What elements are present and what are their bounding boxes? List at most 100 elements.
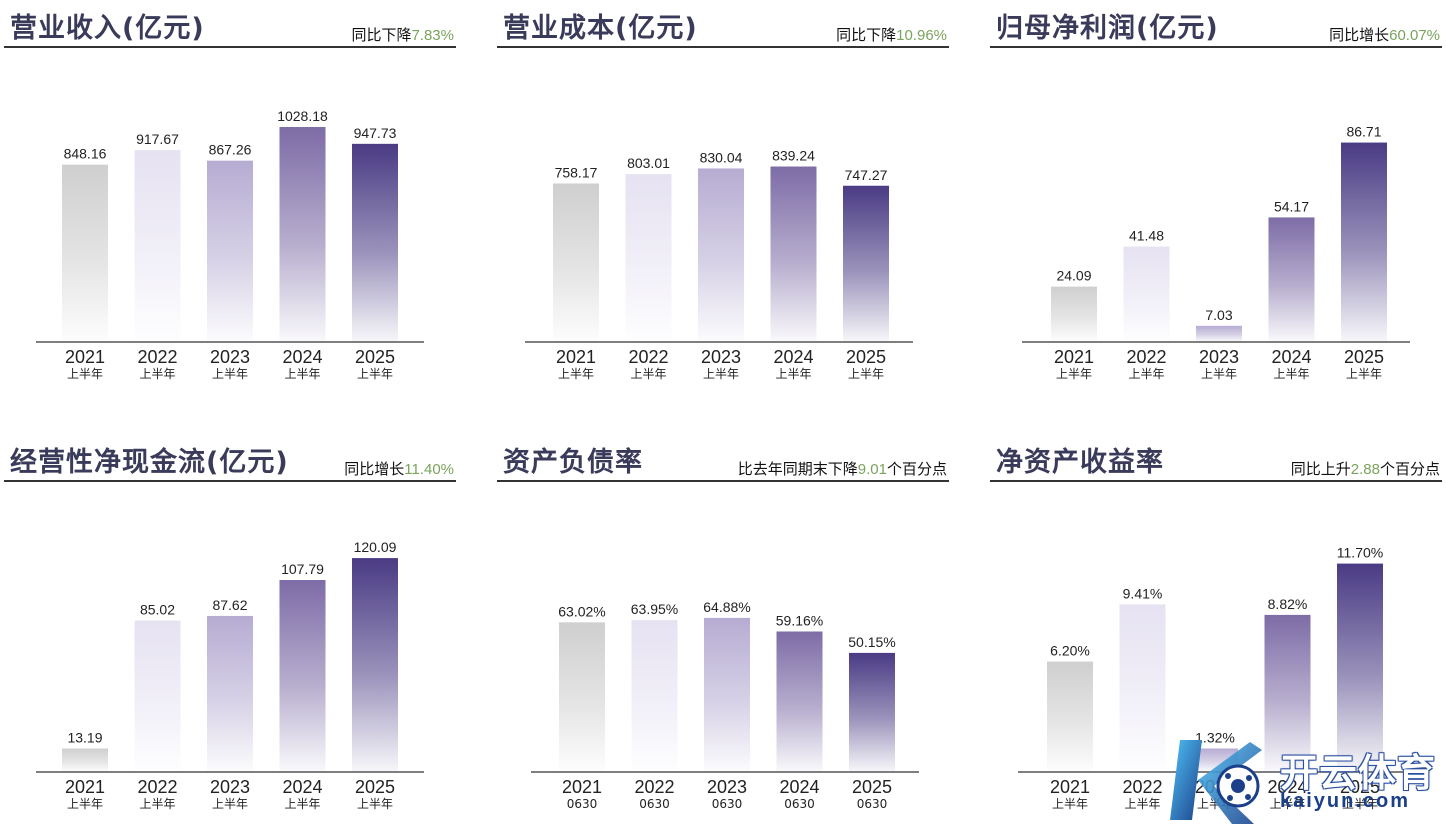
bar-2021	[1051, 286, 1097, 342]
tick-sublabel-2025: 上半年	[357, 367, 393, 381]
tick-sublabel-2023: 上半年	[212, 797, 248, 811]
change-value: 2.88	[1350, 461, 1380, 478]
data-label-2022: 803.01	[627, 155, 670, 171]
yoy-change: 同比下降10.96%	[836, 24, 947, 45]
bar-2022	[1123, 246, 1170, 342]
bar-2024	[279, 127, 326, 342]
tick-label-2022: 2022	[634, 777, 674, 797]
tick-sublabel-2024: 上半年	[1269, 797, 1305, 811]
title-underline	[497, 480, 949, 482]
data-label-2025: 50.15%	[848, 634, 895, 650]
change-value: 60.07%	[1389, 27, 1440, 44]
bar-2024	[279, 579, 326, 772]
bar-2023	[1196, 325, 1242, 342]
data-label-2022: 9.41%	[1123, 585, 1163, 601]
data-label-2022: 85.02	[140, 602, 175, 618]
change-prefix: 同比下降	[351, 26, 412, 44]
data-label-2021: 24.09	[1056, 268, 1091, 284]
data-label-2021: 6.20%	[1050, 643, 1090, 659]
data-label-2021: 758.17	[555, 164, 598, 180]
tick-sublabel-2024: 上半年	[284, 367, 320, 381]
bar-2022	[1119, 604, 1166, 772]
bar-2025	[849, 652, 895, 772]
data-label-2021: 13.19	[67, 730, 102, 746]
chart-title: 营业成本(亿元)	[503, 13, 698, 44]
bar-chart: 24.092021上半年41.482022上半年7.032023上半年54.17…	[1022, 124, 1410, 381]
tick-label-2025: 2025	[1344, 347, 1384, 367]
tick-label-2022: 2022	[137, 347, 177, 367]
tick-label-2025: 2025	[355, 347, 395, 367]
panel-cost: 营业成本(亿元) 同比下降10.96% 758.17 2021 上半年 803.01 2…	[497, 0, 949, 400]
change-value: 7.83%	[411, 27, 454, 44]
data-label-2022: 917.67	[136, 131, 179, 147]
chart-title: 经营性净现金流(亿元)	[10, 447, 289, 478]
tick-label-2024: 2024	[282, 347, 322, 367]
panel-operating-cash-flow: 经营性净现金流(亿元) 同比增长11.40% 13.19 2021 上半年 85.02…	[4, 434, 456, 834]
tick-sublabel-2024: 上半年	[284, 797, 320, 811]
tick-sublabel-2024: 0630	[784, 797, 815, 811]
tick-sublabel-2023: 0630	[712, 797, 743, 811]
tick-label-2024: 2024	[282, 777, 322, 797]
watermark-brand-en: kaiyun.com	[1280, 790, 1411, 812]
panel-net-profit: 归母净利润(亿元) 同比增长60.07% 24.09 2021 上半年 41.48 20…	[990, 0, 1442, 400]
title-underline	[990, 46, 1442, 48]
bar-2022	[134, 150, 181, 342]
data-label-2023: 64.88%	[703, 599, 750, 615]
tick-sublabel-2021: 上半年	[67, 797, 103, 811]
watermark-brand-cn: 开云体育	[1280, 751, 1437, 795]
change-prefix: 同比增长	[1329, 26, 1390, 44]
data-label-2023: 7.03	[1205, 307, 1232, 323]
kaiyun-logo-icon	[1170, 740, 1262, 824]
bar-2021	[62, 164, 108, 342]
tick-label-2025: 2025	[852, 777, 892, 797]
tick-label-2024: 2024	[779, 777, 819, 797]
data-label-2023: 87.62	[212, 597, 247, 613]
bar-2023	[698, 168, 744, 342]
tick-sublabel-2025: 上半年	[848, 367, 884, 381]
bar-2021	[62, 748, 108, 772]
tick-sublabel-2024: 上半年	[775, 367, 811, 381]
tick-sublabel-2022: 上半年	[139, 367, 175, 381]
tick-label-2022: 2022	[1122, 777, 1162, 797]
title-underline	[497, 46, 949, 48]
chart-title: 净资产收益率	[996, 447, 1164, 478]
tick-sublabel-2021: 0630	[567, 797, 598, 811]
data-label-2021: 63.02%	[558, 603, 605, 619]
tick-label-2024: 2024	[1267, 777, 1307, 797]
tick-label-2021: 2021	[1054, 347, 1094, 367]
bar-2024	[1268, 217, 1315, 342]
tick-label-2022: 2022	[628, 347, 668, 367]
tick-label-2022: 2022	[137, 777, 177, 797]
tick-label-2023: 2023	[210, 777, 250, 797]
bar-2025	[1337, 563, 1383, 772]
tick-sublabel-2022: 上半年	[139, 797, 175, 811]
tick-label-2023: 2023	[210, 347, 250, 367]
yoy-change: 同比下降7.83%	[351, 24, 454, 45]
data-label-2024: 59.16%	[776, 612, 823, 628]
data-label-2025: 86.71	[1346, 124, 1381, 140]
data-label-2025: 120.09	[354, 539, 397, 555]
tick-label-2024: 2024	[1271, 347, 1311, 367]
tick-sublabel-2021: 上半年	[67, 367, 103, 381]
change-prefix: 同比上升	[1290, 460, 1351, 478]
data-label-2024: 54.17	[1274, 198, 1309, 214]
data-label-2023: 867.26	[209, 142, 252, 158]
tick-label-2023: 2023	[1199, 347, 1239, 367]
panel-debt-ratio: 资产负债率 比去年同期末下降9.01个百分点 63.02% 2021 0630 63.…	[497, 434, 949, 834]
chart-title: 资产负债率	[503, 447, 643, 478]
tick-label-2023: 2023	[701, 347, 741, 367]
data-label-2022: 41.48	[1129, 228, 1164, 244]
yoy-change: 同比增长11.40%	[344, 458, 454, 479]
data-label-2024: 1028.18	[277, 108, 328, 124]
tick-sublabel-2025: 上半年	[1342, 797, 1378, 811]
tick-sublabel-2025: 上半年	[1346, 367, 1382, 381]
tick-label-2021: 2021	[65, 347, 105, 367]
change-value: 9.01	[857, 461, 887, 478]
tick-sublabel-2021: 上半年	[1056, 367, 1092, 381]
tick-label-2025: 2025	[355, 777, 395, 797]
tick-sublabel-2025: 上半年	[357, 797, 393, 811]
data-label-2021: 848.16	[64, 146, 107, 162]
tick-sublabel-2022: 0630	[639, 797, 670, 811]
data-label-2025: 747.27	[845, 167, 888, 183]
bar-2023	[207, 615, 253, 772]
